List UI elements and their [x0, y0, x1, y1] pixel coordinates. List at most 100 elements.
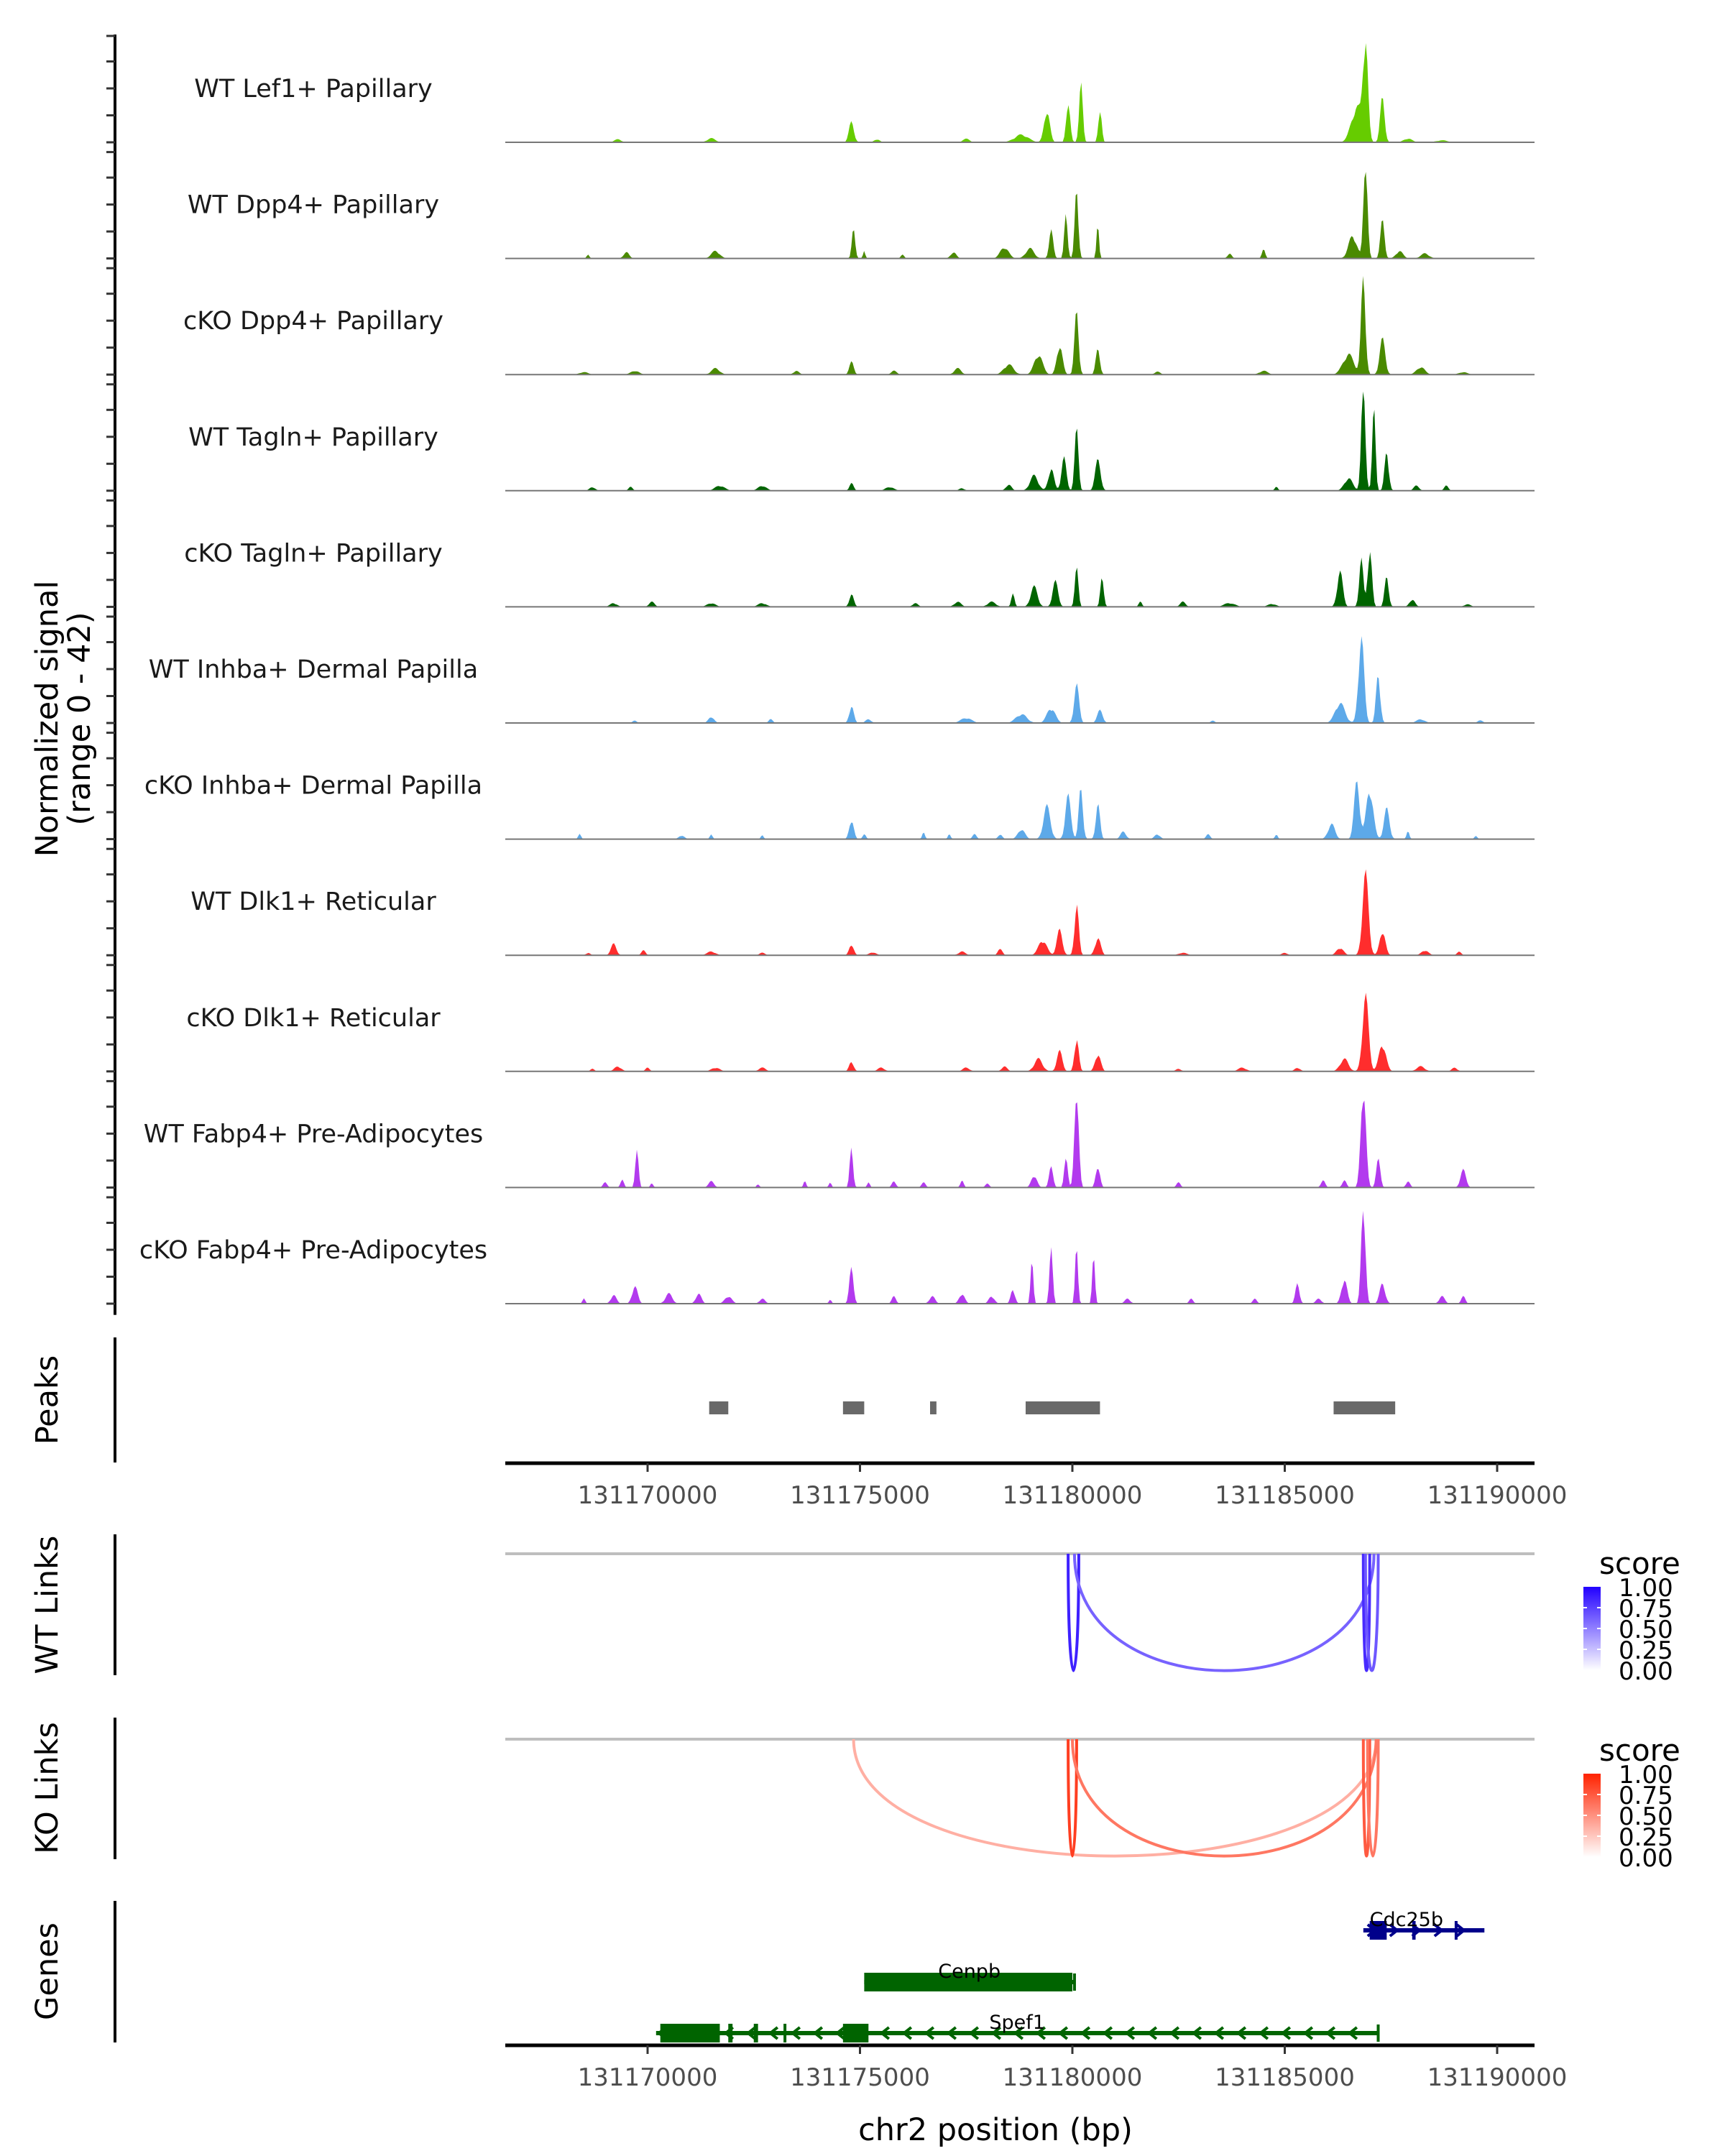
strand-arrow-icon — [901, 2026, 913, 2040]
x-axis-bottom-tick-label: 131185000 — [1215, 2063, 1355, 2092]
track-label: cKO Dlk1+ Reticular — [186, 1004, 441, 1033]
strand-arrow-icon — [1124, 2026, 1136, 2040]
strand-arrow-icon — [1302, 2026, 1314, 2040]
peak-region — [1025, 1401, 1100, 1414]
gene-label: Spef1 — [989, 2012, 1045, 2034]
gene-exon — [783, 2024, 787, 2042]
strand-arrow-icon — [1325, 2026, 1336, 2040]
legend-title: score — [1599, 1733, 1680, 1768]
ko-links-track-label: KO Links — [29, 1722, 65, 1854]
x-axis-top-tick-label: 131175000 — [790, 1481, 930, 1510]
track-label: cKO Dpp4+ Papillary — [183, 307, 443, 336]
genes-track: Genes Cdc25b Cenpb Spef1 — [29, 1901, 1485, 2042]
strand-arrow-icon — [812, 2026, 824, 2040]
strand-arrow-icon — [1035, 2026, 1046, 2040]
gene-exon — [842, 2024, 869, 2042]
x-axis-bottom-tick-label: 131180000 — [1003, 2063, 1143, 2092]
peaks-track-label: Peaks — [29, 1355, 65, 1445]
link-arc — [1071, 1738, 1378, 1858]
strand-arrow-icon — [1169, 2026, 1180, 2040]
legend-tick-label: 0.75 — [1619, 1595, 1673, 1623]
strand-arrow-icon — [834, 2026, 846, 2040]
wt-links-track-label: WT Links — [29, 1536, 65, 1674]
peak-region — [709, 1401, 729, 1414]
x-axis-peaks: 131170000 131175000 131180000 131185000 1311… — [505, 1461, 1568, 1510]
peak-region — [842, 1401, 865, 1414]
legend-title: score — [1599, 1546, 1680, 1581]
track-label: WT Dpp4+ Papillary — [188, 191, 439, 220]
strand-arrow-icon — [879, 2026, 891, 2040]
track-label: WT Dlk1+ Reticular — [190, 888, 436, 916]
strand-arrow-icon — [1433, 1923, 1445, 1938]
x-axis-top-tick-label: 131180000 — [1003, 1481, 1143, 1510]
x-axis-bottom-tick-label: 131190000 — [1427, 2063, 1568, 2092]
legend-tick-label: 0.50 — [1619, 1802, 1673, 1831]
track-label: cKO Inhba+ Dermal Papilla — [144, 772, 482, 801]
strand-arrow-icon — [1013, 2026, 1024, 2040]
legend-tick-label: 0.00 — [1619, 1657, 1673, 1686]
track-label: WT Fabp4+ Pre-Adipocytes — [144, 1120, 483, 1148]
track-label: WT Inhba+ Dermal Papilla — [149, 655, 478, 684]
x-axis-genes: 131170000 131175000 131180000 131185000 1311… — [505, 2043, 1568, 2092]
track-label: WT Lef1+ Papillary — [194, 75, 433, 103]
legend-tick-label: 0.00 — [1619, 1844, 1673, 1873]
gene-label: Cdc25b — [1370, 1909, 1443, 1931]
gene-label: Cenpb — [938, 1961, 1000, 1983]
peaks-track: Peaks — [29, 1337, 1396, 1462]
link-arc — [1366, 1738, 1380, 1858]
legend-tick-label: 0.25 — [1619, 1823, 1673, 1852]
gene-exon — [660, 2024, 720, 2042]
x-axis-top-tick-label: 131190000 — [1427, 1481, 1568, 1510]
x-axis-top-tick-label: 131185000 — [1215, 1481, 1355, 1510]
strand-arrow-icon — [1455, 1923, 1467, 1938]
legend-tick-label: 0.25 — [1619, 1636, 1673, 1665]
legend-tick-label: 0.75 — [1619, 1782, 1673, 1810]
strand-arrow-icon — [968, 2026, 980, 2040]
legend-tick-label: 1.00 — [1619, 1761, 1673, 1789]
peak-region — [1333, 1401, 1396, 1414]
strand-arrow-icon — [1080, 2026, 1091, 2040]
peak-region — [930, 1401, 937, 1414]
gene-exon — [753, 2024, 758, 2042]
gene-exon — [728, 2024, 733, 2042]
link-arc — [1363, 1553, 1380, 1672]
strand-arrow-icon — [1258, 2026, 1269, 2040]
gene-exon — [1412, 1921, 1416, 1940]
coverage-tracks: WT Lef1+ Papillary WT Dpp4+ Papillary cKO … — [139, 43, 1535, 1304]
x-axis-bottom-tick-label: 131175000 — [790, 2063, 930, 2092]
track-label: cKO Tagln+ Papillary — [184, 539, 443, 568]
strand-arrow-icon — [990, 2026, 1002, 2040]
strand-arrow-icon — [768, 2026, 779, 2040]
link-arc — [852, 1738, 1378, 1858]
genes-track-label: Genes — [29, 1922, 65, 2020]
strand-arrow-icon — [1146, 2026, 1158, 2040]
strand-arrow-icon — [924, 2026, 935, 2040]
track-label: cKO Fabp4+ Pre-Adipocytes — [139, 1236, 487, 1265]
strand-arrow-icon — [790, 2026, 801, 2040]
strand-arrow-icon — [1057, 2026, 1069, 2040]
link-arc — [1067, 1738, 1078, 1858]
strand-arrow-icon — [1389, 1923, 1400, 1938]
strand-arrow-icon — [745, 2026, 757, 2040]
link-arc — [1361, 1553, 1371, 1672]
strand-arrow-icon — [1236, 2026, 1247, 2040]
x-axis-bottom-tick-label: 131170000 — [578, 2063, 718, 2092]
strand-arrow-icon — [1213, 2026, 1225, 2040]
coverage-y-axis — [106, 34, 116, 1315]
link-arc — [1072, 1553, 1376, 1672]
legend-tick-label: 1.00 — [1619, 1574, 1673, 1603]
track-label: WT Tagln+ Papillary — [188, 423, 438, 452]
gene-exon — [1369, 1921, 1387, 1940]
gene-exon — [864, 1973, 1072, 1991]
gene-exon — [1454, 1921, 1458, 1940]
strand-arrow-icon — [1280, 2026, 1292, 2040]
legend-tick-label: 0.50 — [1619, 1616, 1673, 1644]
strand-arrow-icon — [946, 2026, 957, 2040]
y-axis-title-line-1: Normalized signal — [29, 581, 65, 857]
strand-arrow-icon — [1102, 2026, 1113, 2040]
y-axis-title-line-2: (range 0 - 42) — [62, 612, 98, 825]
strand-arrow-icon — [1347, 2026, 1358, 2040]
